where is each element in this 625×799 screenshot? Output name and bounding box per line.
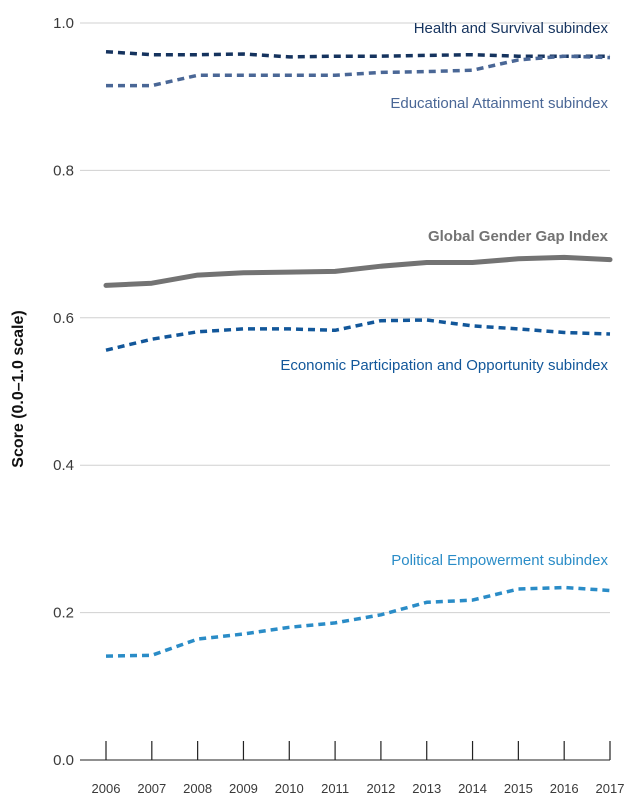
- x-tick-label: 2008: [183, 781, 212, 796]
- gridlines: [80, 22, 610, 614]
- series-line-health: [105, 49, 610, 59]
- series-label-global: Global Gender Gap Index: [428, 228, 609, 245]
- x-tick-label: 2012: [366, 781, 395, 796]
- x-tick-label: 2013: [412, 781, 441, 796]
- series-labels: Health and Survival subindex Educational …: [280, 20, 608, 569]
- y-tick-label: 0.8: [53, 162, 74, 179]
- series-label-political: Political Empowerment subindex: [391, 552, 608, 569]
- x-tick-label: 2017: [596, 781, 625, 796]
- series-line-global: [103, 254, 613, 288]
- y-tick-label: 0.6: [53, 310, 74, 327]
- x-tick-label: 2009: [229, 781, 258, 796]
- y-axis-label: Score (0.0–1.0 scale): [10, 310, 27, 467]
- series-line-education: [106, 54, 611, 88]
- series-label-economic: Economic Participation and Opportunity s…: [280, 357, 608, 374]
- y-tick-label: 0.2: [53, 605, 74, 622]
- series-lines: [103, 49, 613, 658]
- y-tick-label: 0.4: [53, 457, 74, 474]
- series-label-education: Educational Attainment subindex: [390, 95, 608, 112]
- series-line-political: [105, 585, 611, 658]
- x-tick-label: 2016: [550, 781, 579, 796]
- y-tick-label: 0.0: [53, 752, 74, 769]
- x-tick-label: 2007: [137, 781, 166, 796]
- x-tick-label: 2011: [321, 781, 349, 796]
- series-line-economic: [105, 318, 611, 352]
- y-axis-ticks: 0.0 0.2 0.4 0.6 0.8 1.0: [53, 15, 74, 769]
- x-tick-label: 2015: [504, 781, 533, 796]
- series-label-health: Health and Survival subindex: [414, 20, 609, 37]
- x-tick-label: 2006: [92, 781, 121, 796]
- x-axis: 2006 2007 2008 2009 2010 2011 2012 2013 2014 2015…: [80, 741, 624, 796]
- x-tick-label: 2014: [458, 781, 487, 796]
- x-tick-label: 2010: [275, 781, 304, 796]
- y-tick-label: 1.0: [53, 15, 74, 32]
